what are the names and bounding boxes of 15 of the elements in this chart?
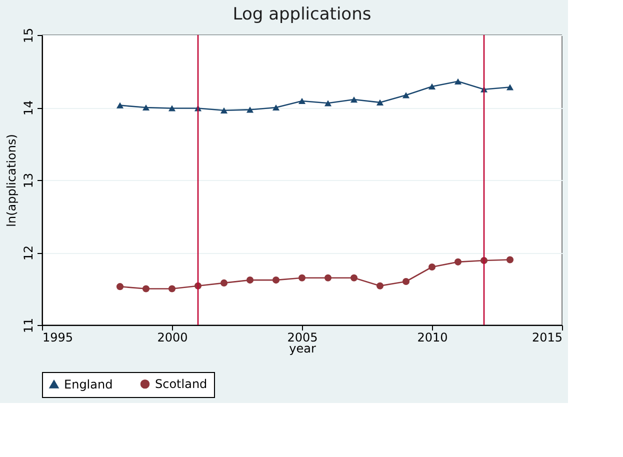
legend-label: Scotland	[155, 377, 208, 392]
x-tick-label: 2000	[157, 330, 188, 344]
legend-label: England	[64, 377, 113, 392]
x-axis-title: year	[289, 342, 316, 356]
x-tick-label: 2005	[287, 330, 318, 344]
y-tick-label: 11	[22, 318, 36, 334]
x-tick-label: 1995	[42, 330, 74, 344]
x-tick-label: 2010	[417, 330, 448, 344]
y-axis-title: ln(applications)	[4, 134, 18, 227]
chart-title: Log applications	[232, 4, 372, 24]
y-tick-label: 14	[22, 100, 36, 116]
x-tick-label: 2015	[532, 330, 562, 344]
y-tick-label: 13	[22, 172, 36, 188]
y-tick-label: 15	[22, 28, 36, 44]
y-tick-label: 12	[22, 245, 36, 261]
